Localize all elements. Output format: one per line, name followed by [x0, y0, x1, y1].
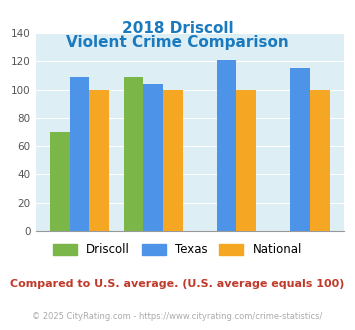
Bar [50, 132, 70, 231]
Bar [290, 68, 310, 231]
Text: Compared to U.S. average. (U.S. average equals 100): Compared to U.S. average. (U.S. average … [10, 279, 345, 289]
Bar [163, 89, 182, 231]
Bar [310, 89, 330, 231]
Bar [89, 89, 109, 231]
Bar [217, 60, 236, 231]
Text: Violent Crime Comparison: Violent Crime Comparison [66, 35, 289, 50]
Bar [70, 77, 89, 231]
Bar [124, 77, 143, 231]
Text: © 2025 CityRating.com - https://www.cityrating.com/crime-statistics/: © 2025 CityRating.com - https://www.city… [32, 312, 323, 321]
Bar [236, 89, 256, 231]
Bar [143, 84, 163, 231]
Legend: Driscoll, Texas, National: Driscoll, Texas, National [48, 239, 307, 261]
Text: 2018 Driscoll: 2018 Driscoll [122, 21, 233, 36]
